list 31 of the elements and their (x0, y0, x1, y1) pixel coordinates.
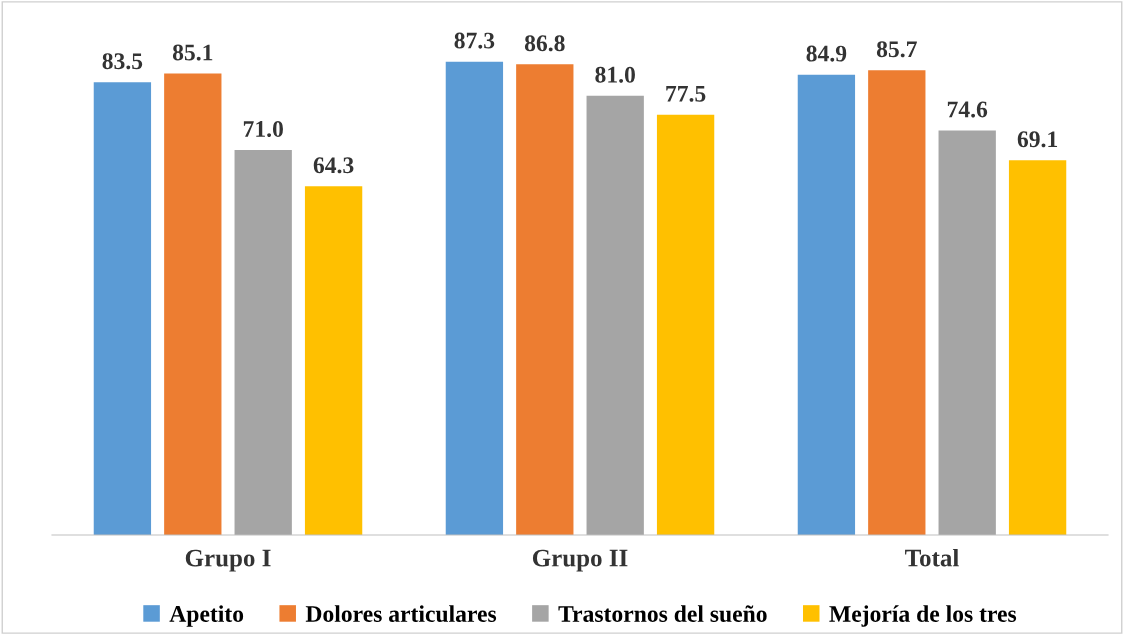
data-label: 85.7 (876, 41, 917, 58)
legend-label: Dolores articulares (305, 605, 497, 622)
data-label: 86.8 (524, 35, 565, 52)
data-label: 84.9 (806, 45, 847, 62)
bar (234, 150, 292, 535)
data-label: 85.1 (172, 44, 213, 61)
bar (797, 74, 856, 535)
bar (516, 64, 574, 535)
data-label: 87.3 (454, 32, 495, 49)
data-label: 71.0 (243, 120, 283, 138)
data-label: 74.6 (947, 101, 988, 118)
data-label: 64.3 (313, 157, 354, 174)
x-tick-label: Total (905, 548, 959, 567)
bar (586, 95, 644, 535)
x-tick-label: Grupo II (532, 549, 628, 572)
data-label: 77.5 (666, 85, 706, 102)
bar (304, 186, 363, 535)
bar (868, 70, 926, 535)
bar (93, 82, 152, 535)
data-label: 69.1 (1017, 131, 1058, 148)
bar (445, 61, 504, 535)
legend-label: Trastornos del sueño (558, 605, 767, 622)
data-label: 81.0 (595, 66, 635, 83)
legend-label: Apetito (169, 605, 244, 627)
bar (1008, 160, 1067, 535)
data-label: 83.5 (102, 53, 143, 70)
bar (938, 130, 996, 535)
bar (656, 114, 715, 535)
x-tick-label: Grupo I (185, 549, 271, 572)
legend-label: Mejoría de los tres (829, 605, 1017, 627)
bar (164, 73, 222, 535)
